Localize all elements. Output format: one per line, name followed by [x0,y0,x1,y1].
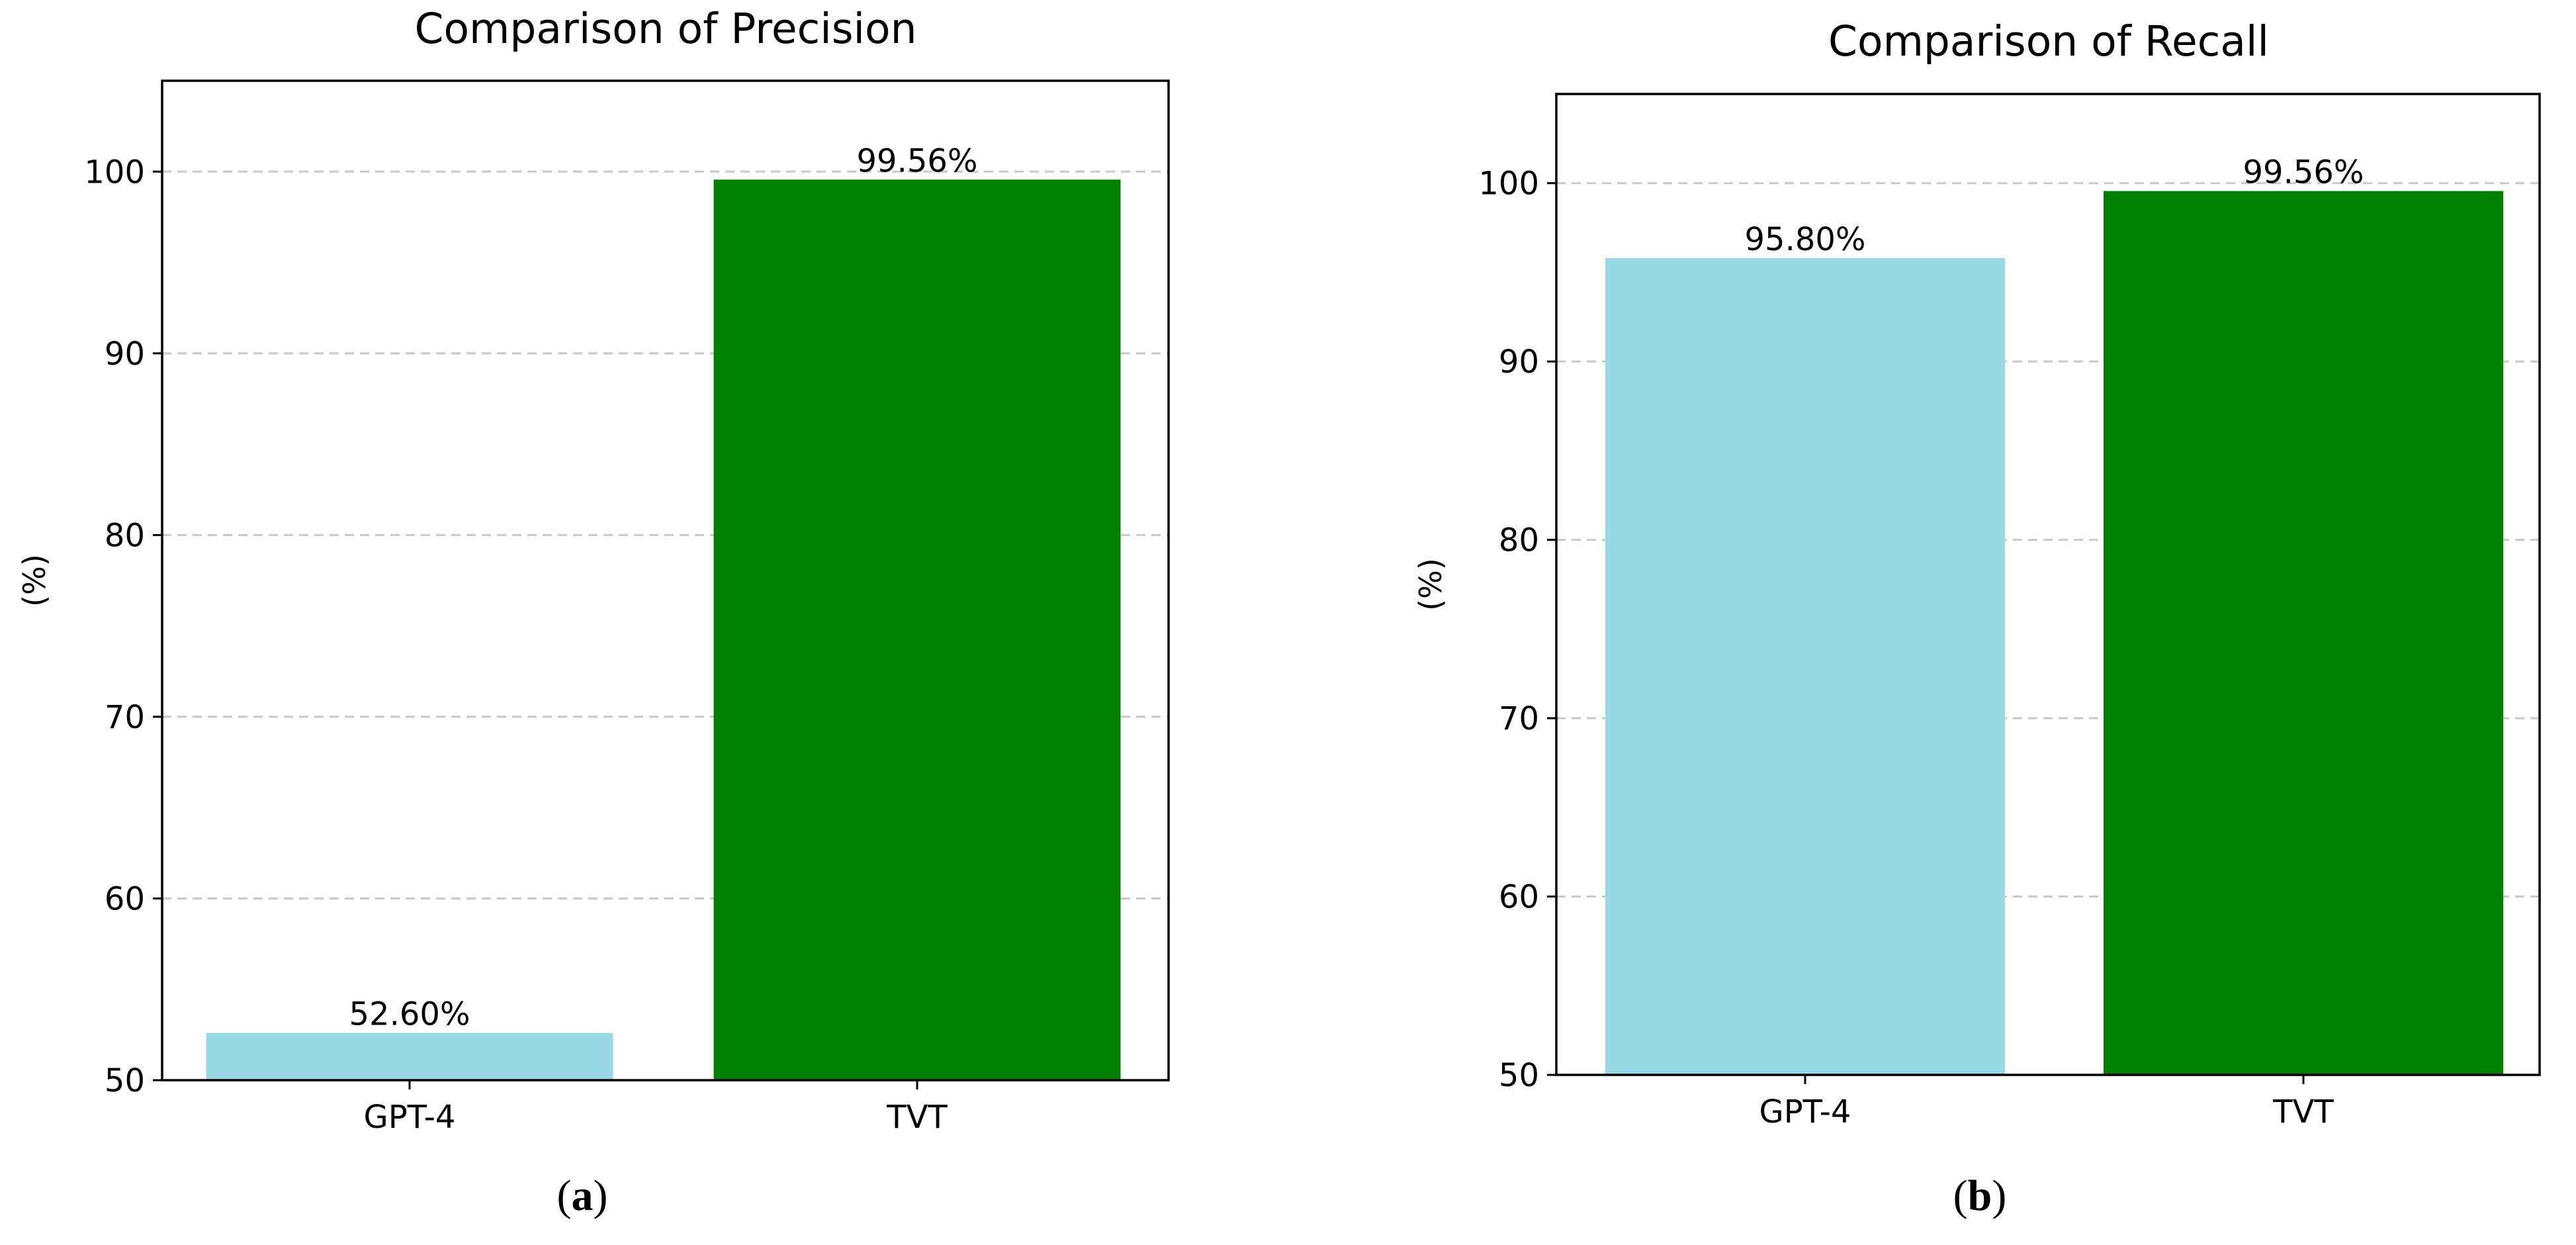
precision-chart-panel: 52.60% 99.56% 50 60 70 80 90 100 GPT-4 TVT Compari… [17,5,1170,1220]
panel-close-paren: ) [1992,1172,2006,1220]
recall-y-tick-label: 60 [1499,879,1539,916]
precision-panel-label: (a) [557,1172,608,1220]
precision-y-axis-label: (%) [17,554,52,607]
precision-y-tick-label: 70 [105,699,145,736]
precision-value-label-gpt-4: 52.60% [349,996,470,1033]
precision-y-tick-label: 60 [105,880,145,917]
recall-bar-tvt [2104,191,2503,1076]
precision-plot-frame [161,79,1170,1082]
panel-open-paren: ( [1953,1172,1968,1220]
recall-y-tick-label: 50 [1499,1057,1539,1094]
recall-panel-label: (b) [1953,1172,2007,1220]
recall-value-label-gpt-4: 95.80% [1744,221,1865,258]
recall-y-tick-label: 90 [1499,344,1539,381]
recall-bar-gpt-4 [1605,257,2005,1075]
recall-y-tick-label: 70 [1499,700,1539,737]
precision-bar-tvt [713,179,1121,1080]
recall-chart-panel: 95.80% 99.56% 50 60 70 80 90 100 GPT-4 TVT Compari… [1413,17,2541,1220]
panel-letter: a [572,1172,594,1220]
precision-x-tick-label-gpt-4: GPT-4 [364,1099,456,1136]
precision-y-tick-label: 80 [105,517,145,554]
panel-close-paren: ) [594,1172,608,1220]
recall-y-axis-label: (%) [1413,558,1448,611]
precision-y-tick-label: 50 [105,1062,145,1099]
recall-chart-title: Comparison of Recall [1828,17,2269,66]
precision-value-label-tvt: 99.56% [856,142,977,179]
recall-y-tick-label: 100 [1478,165,1539,203]
recall-value-label-tvt: 99.56% [2243,154,2364,191]
recall-x-tick-label-gpt-4: GPT-4 [1759,1093,1851,1130]
precision-x-tick-label-tvt: TVT [886,1099,948,1136]
panel-letter: b [1968,1172,1992,1220]
panel-open-paren: ( [557,1172,572,1220]
precision-bar-gpt-4 [206,1033,613,1080]
precision-y-tick-label: 100 [84,154,145,191]
recall-plot-frame [1555,93,2541,1076]
precision-chart-title: Comparison of Precision [414,5,916,53]
recall-x-tick-label-tvt: TVT [2272,1093,2334,1130]
precision-y-tick-label: 90 [105,336,145,373]
recall-y-tick-label: 80 [1499,522,1539,559]
